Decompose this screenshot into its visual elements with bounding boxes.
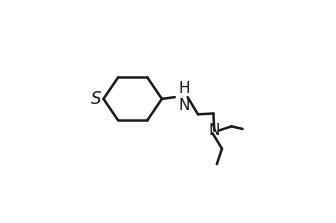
Text: S: S [91, 90, 101, 108]
Text: N: N [209, 123, 220, 138]
Text: N: N [178, 98, 190, 113]
Text: H: H [178, 81, 190, 96]
